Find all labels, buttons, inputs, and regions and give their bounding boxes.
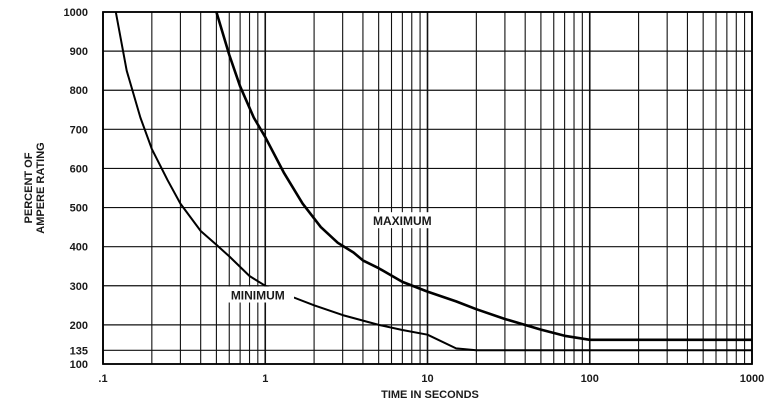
series-line-maximum (215, 11, 752, 342)
callout-background (221, 286, 295, 303)
y-tick-label: 135 (70, 345, 88, 357)
grid (102, 11, 753, 365)
y-axis-title-line1: PERCENT OF (23, 152, 35, 223)
series-lines (114, 11, 752, 352)
plot-frame (102, 11, 753, 365)
y-tick-label: 100 (70, 359, 88, 371)
series-line-minimum (114, 11, 752, 352)
x-tick-label: 1000 (740, 373, 764, 385)
tick-labels: 100 135 200 300 400 500 600 700 800 900 1000 .1 1 10 1… (64, 7, 765, 385)
annotations: MAXIMUM MINIMUM (221, 212, 439, 303)
x-axis-title: TIME IN SECONDS (381, 389, 479, 401)
y-tick-label: 900 (70, 46, 88, 58)
x-tick-label: 10 (421, 373, 433, 385)
callout-label-minimum: MINIMUM (231, 289, 285, 303)
y-tick-label: 800 (70, 85, 88, 97)
y-axis-title-line2: AMPERE RATING (35, 142, 47, 233)
callout-background (366, 212, 439, 229)
y-tick-label: 500 (70, 203, 88, 215)
y-tick-label: 600 (70, 163, 88, 175)
y-tick-label: 400 (70, 242, 88, 254)
y-tick-label: 200 (70, 320, 88, 332)
x-tick-label: 1 (262, 373, 268, 385)
x-tick-label: .1 (98, 373, 107, 385)
y-tick-label: 300 (70, 281, 88, 293)
x-tick-label: 100 (581, 373, 599, 385)
callout-label-maximum: MAXIMUM (373, 214, 432, 228)
y-tick-label: 700 (70, 124, 88, 136)
y-tick-label: 1000 (64, 7, 88, 19)
